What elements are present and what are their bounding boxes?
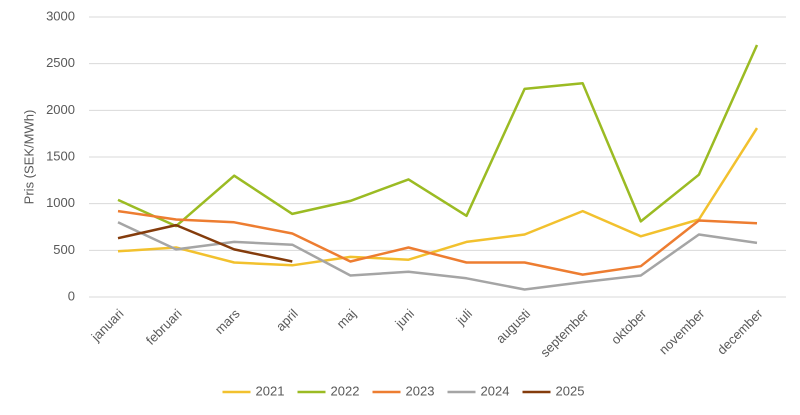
x-tick-label: augusti xyxy=(493,306,533,346)
x-tick-label: juli xyxy=(453,306,476,329)
y-tick-label: 2000 xyxy=(46,102,75,117)
y-axis-label: Pris (SEK/MWh) xyxy=(21,110,36,205)
x-tick-label: februari xyxy=(143,306,185,348)
x-tick-label: oktober xyxy=(608,305,650,347)
x-tick-label: mars xyxy=(212,306,243,337)
series-line xyxy=(117,221,758,291)
x-tick-label: maj xyxy=(334,306,359,331)
series-line xyxy=(117,209,758,276)
y-tick-label: 1000 xyxy=(46,195,75,210)
legend-label: 2022 xyxy=(331,383,360,398)
legend-label: 2025 xyxy=(556,383,585,398)
x-tick-label: november xyxy=(656,305,708,357)
legend-label: 2024 xyxy=(481,383,510,398)
x-tick-label: september xyxy=(537,305,592,360)
series-line xyxy=(117,223,293,263)
y-tick-label: 0 xyxy=(68,288,75,303)
y-tick-label: 500 xyxy=(53,242,75,257)
y-tick-label: 3000 xyxy=(46,8,75,23)
x-tick-label: april xyxy=(273,306,301,334)
y-tick-label: 2500 xyxy=(46,55,75,70)
series-line xyxy=(117,44,759,228)
series-line xyxy=(117,127,759,267)
x-tick-label: december xyxy=(714,305,766,357)
legend-label: 2021 xyxy=(256,383,285,398)
y-tick-label: 1500 xyxy=(46,148,75,163)
legend-label: 2023 xyxy=(406,383,435,398)
x-tick-label: juni xyxy=(391,306,417,332)
x-tick-label: januari xyxy=(88,306,127,345)
